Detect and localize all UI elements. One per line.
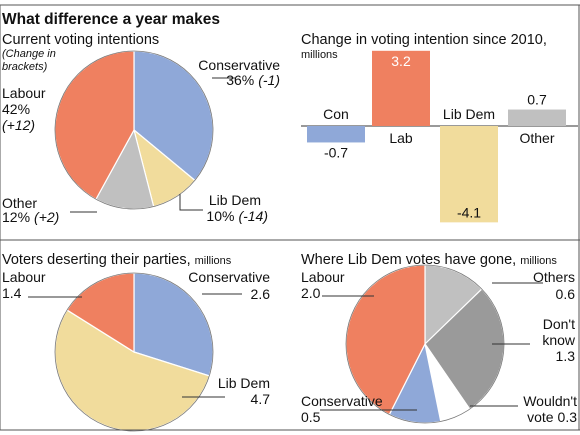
p4-oth-name: Others <box>533 269 575 285</box>
pie1-slices <box>54 50 214 210</box>
bar-value-con: -0.7 <box>324 144 348 160</box>
p4-lab-name: Labour <box>301 269 345 285</box>
p4-wv-2-text: vote <box>527 409 554 425</box>
p1-oth-val: 12% <box>2 209 30 225</box>
p1-ld-val: 10% <box>206 208 234 224</box>
p3-con-val: 2.6 <box>251 286 271 302</box>
pie3-title-unit: millions <box>195 255 232 267</box>
p3-con-name: Conservative <box>188 269 270 285</box>
leader-p1-ld <box>179 194 203 211</box>
p4-con-val: 0.5 <box>301 409 321 425</box>
p1-con-value: 36% (-1) <box>226 72 280 88</box>
p1-lab-name: Labour <box>2 85 46 101</box>
bar-con <box>307 126 365 143</box>
pie4-title: Where Lib Dem votes have gone, millions <box>301 252 557 268</box>
bar-category-other: Other <box>519 130 554 146</box>
p3-lab-val: 1.4 <box>2 285 22 301</box>
headline: What difference a year makes <box>2 11 220 28</box>
p1-ld-chg: (-14) <box>238 208 268 224</box>
bar-value-other: 0.7 <box>527 92 547 108</box>
p3-ld-val: 4.7 <box>251 391 271 407</box>
pie4-title-unit: millions <box>520 255 557 267</box>
pie3-slices <box>54 272 214 432</box>
bar-title: Change in voting intention since 2010, <box>301 32 547 48</box>
pie4-slices <box>345 264 505 424</box>
p1-subnote-1: (Change in <box>2 48 56 60</box>
leader-lines <box>28 77 543 411</box>
p3-ld-name: Lib Dem <box>218 375 270 391</box>
p1-oth-chg: (+2) <box>34 209 59 225</box>
p1-oth-name: Other <box>2 195 37 211</box>
p1-subnote-2: brackets) <box>2 61 48 73</box>
p4-wv-val: 0.3 <box>558 409 578 425</box>
bar-category-con: Con <box>323 106 349 122</box>
bar-category-lab: Lab <box>389 130 413 146</box>
p4-oth-val: 0.6 <box>556 286 576 302</box>
pie3-title-main: Voters deserting their parties, <box>2 252 191 268</box>
bar-other <box>508 109 566 126</box>
p4-dk-2: know <box>542 332 576 348</box>
p4-con-name: Conservative <box>301 393 383 409</box>
pie3-outline <box>54 272 214 432</box>
p4-dk-val: 1.3 <box>556 348 576 364</box>
bar-category-lib-dem: Lib Dem <box>443 106 495 122</box>
pie3-labels: Labour 1.4 Conservative 2.6 Lib Dem 4.7 <box>2 269 270 407</box>
bar-unit: millions <box>301 49 338 61</box>
p4-lab-val: 2.0 <box>301 285 321 301</box>
pie3-title: Voters deserting their parties, millions <box>2 252 232 268</box>
p3-lab-name: Labour <box>2 269 46 285</box>
bar-lib-dem <box>440 126 498 223</box>
p1-con-val: 36% <box>226 72 254 88</box>
bar-value-lab: 3.2 <box>391 53 411 69</box>
pie1-labels: (Change in brackets) Conservative 36% (-1… <box>2 48 280 225</box>
pie1-outline <box>54 50 214 210</box>
bar-lab <box>372 50 430 126</box>
p1-con-name: Conservative <box>198 57 280 73</box>
p1-ld-name: Lib Dem <box>209 192 261 208</box>
bar-value-lib-dem: -4.1 <box>457 204 481 220</box>
pie4-labels: Labour 2.0 Others 0.6 Don't know 1.3 Wou… <box>301 269 577 425</box>
p4-dk-1: Don't <box>543 316 575 332</box>
pie1-title: Current voting intentions <box>2 32 159 48</box>
pie4-title-main: Where Lib Dem votes have gone, <box>301 252 516 268</box>
p1-lab-chg: (+12) <box>2 117 35 133</box>
p1-ld-value: 10% (-14) <box>206 208 268 224</box>
p4-wv-1: Wouldn't <box>523 393 577 409</box>
p1-con-chg: (-1) <box>258 72 280 88</box>
p4-wv-2: vote 0.3 <box>527 409 577 425</box>
p1-oth-value: 12% (+2) <box>2 209 59 225</box>
p1-lab-val: 42% <box>2 101 30 117</box>
bar-marks: Con -0.7 Lab 3.2 Lib Dem -4.1 Other 0.7 <box>301 50 578 223</box>
